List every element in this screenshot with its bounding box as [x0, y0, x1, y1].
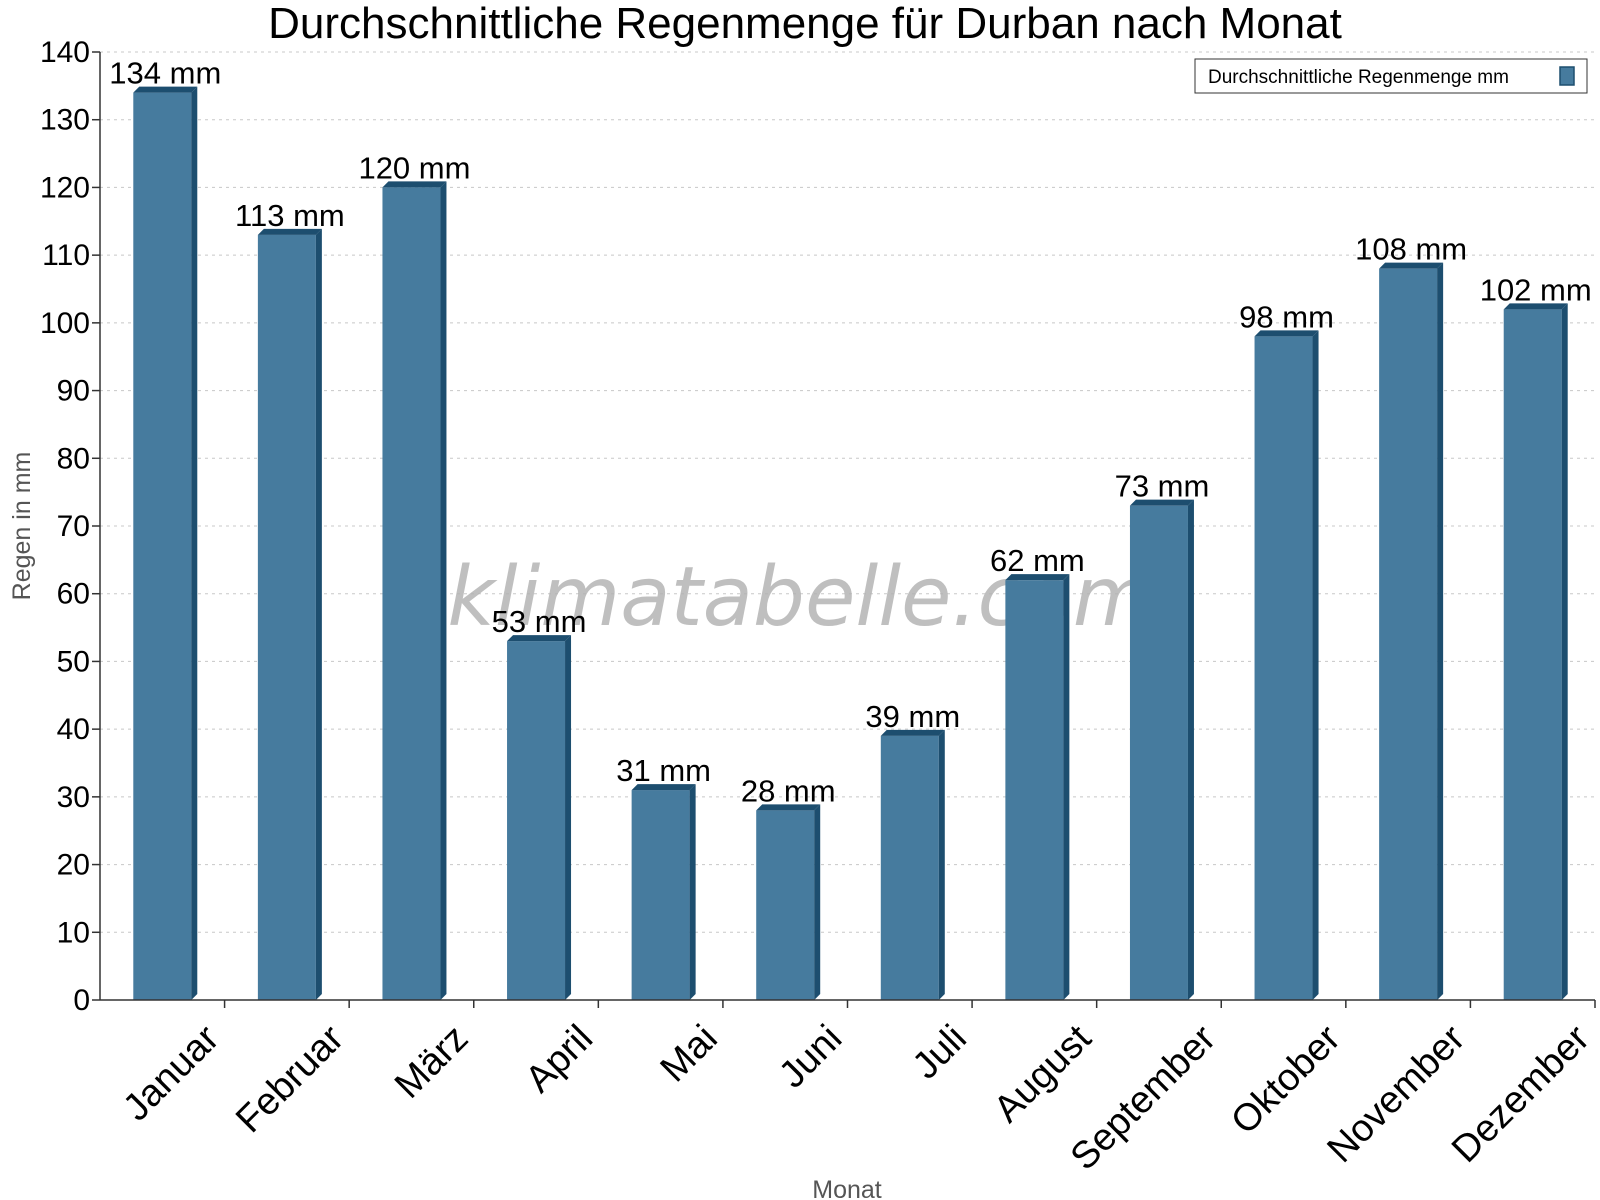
data-label: 98 mm [1239, 299, 1334, 334]
bar-top [1254, 330, 1319, 337]
legend-series-label: Durchschnittliche Regenmenge mm [1208, 67, 1509, 88]
y-ticks: 0 10 20 30 40 50 60 70 80 90 100 110 120 130 140 [40, 36, 100, 1017]
bar-side [440, 181, 447, 1000]
bar-top [756, 804, 821, 811]
legend-box [1194, 58, 1588, 94]
x-tick-label: Juni [771, 1017, 850, 1096]
bar-front [1379, 268, 1438, 1001]
bar-front [756, 810, 815, 1000]
bar-front [507, 641, 566, 1000]
bar-oktober[interactable] [1254, 330, 1319, 1000]
bar-top [133, 86, 198, 93]
data-label: 28 mm [741, 773, 836, 808]
x-tick-label: Mai [653, 1017, 726, 1090]
y-tick-label: 90 [57, 375, 90, 408]
y-tick-label: 20 [57, 849, 90, 882]
data-label: 108 mm [1355, 232, 1467, 267]
data-label: 120 mm [358, 150, 470, 185]
bar-side [1561, 303, 1568, 1000]
bar-juni[interactable] [756, 804, 821, 1000]
y-tick-label: 140 [40, 36, 90, 69]
gridlines [100, 51, 1595, 933]
bars [133, 86, 1568, 1001]
bar-top [382, 181, 447, 188]
bar-top [1503, 303, 1568, 310]
legend-swatch [1559, 66, 1575, 86]
x-tick-label: August [986, 1017, 1100, 1131]
legend[interactable]: Durchschnittliche Regenmenge mm [1194, 58, 1588, 94]
data-label: 134 mm [109, 56, 221, 91]
bar-front [133, 92, 192, 1001]
bar-front [1005, 580, 1064, 1000]
bar-front [257, 234, 316, 1001]
bar-side [814, 804, 821, 1000]
bar-front [382, 187, 441, 1000]
bar-top [257, 228, 322, 235]
x-tick-label: Februar [228, 1017, 352, 1141]
data-label: 62 mm [990, 543, 1085, 578]
bar-top [631, 784, 696, 791]
bar-juli[interactable] [880, 729, 945, 1000]
y-tick-label: 110 [42, 239, 90, 272]
bar-side [689, 784, 696, 1000]
data-label: 73 mm [1115, 469, 1210, 504]
bar-top [1129, 499, 1194, 506]
bar-side [315, 228, 322, 1001]
bar-top [880, 729, 945, 736]
x-tick-label: April [518, 1017, 601, 1100]
bar-mai[interactable] [631, 784, 696, 1000]
y-tick-label: 0 [73, 984, 90, 1017]
bar-august[interactable] [1005, 574, 1070, 1000]
bar-side [1312, 330, 1319, 1000]
bar-front [1254, 336, 1313, 1000]
bar-september[interactable] [1129, 499, 1194, 1000]
bar-märz[interactable] [382, 181, 447, 1000]
y-tick-label: 50 [57, 645, 90, 678]
x-tick-label: Dezember [1444, 1017, 1598, 1171]
x-ticks: Januar Februar März April Mai Juni Juli AugustS… [115, 1000, 1598, 1178]
y-tick-label: 40 [57, 713, 90, 746]
x-tick-label: Oktober [1223, 1017, 1349, 1143]
bar-front [631, 790, 690, 1000]
bar-side [1437, 262, 1444, 1001]
bar-april[interactable] [507, 635, 572, 1000]
data-label: 31 mm [616, 753, 711, 788]
bar-side [565, 635, 572, 1000]
data-label: 102 mm [1480, 272, 1592, 307]
bar-side [191, 86, 198, 1001]
bar-februar[interactable] [257, 228, 322, 1001]
y-axis-label: Regen in mm [8, 452, 36, 601]
y-tick-label: 60 [57, 578, 90, 611]
bar-front [880, 735, 939, 1000]
bar-top [1379, 262, 1444, 269]
chart-title: Durchschnittliche Regenmenge für Durban … [268, 0, 1342, 48]
y-tick-label: 120 [40, 171, 90, 204]
bar-januar[interactable] [133, 86, 198, 1001]
y-tick-label: 10 [57, 916, 90, 949]
x-tick-label: Juli [905, 1017, 975, 1087]
bar-top [507, 635, 572, 642]
x-tick-label: Januar [115, 1017, 227, 1129]
bar-dezember[interactable] [1503, 303, 1568, 1000]
bar-november[interactable] [1379, 262, 1444, 1001]
y-tick-label: 30 [57, 781, 90, 814]
data-label: 53 mm [492, 604, 587, 639]
x-tick-label: März [387, 1017, 476, 1106]
bar-top [1005, 574, 1070, 581]
x-axis-label: Monat [812, 1176, 882, 1200]
data-label: 113 mm [235, 198, 345, 233]
bar-front [1503, 309, 1562, 1000]
bar-front [1129, 505, 1188, 1000]
bar-side [938, 729, 945, 1000]
data-labels: 134 mm 113 mm 120 mm 53 mm 31 mm 28 mm 39 mm 62… [109, 56, 1591, 809]
y-tick-label: 80 [57, 442, 90, 475]
bar-side [1187, 499, 1194, 1000]
bar-side [1063, 574, 1070, 1000]
y-tick-label: 70 [57, 510, 90, 543]
y-tick-label: 100 [40, 307, 90, 340]
data-label: 39 mm [865, 699, 960, 734]
y-tick-label: 130 [40, 104, 90, 137]
